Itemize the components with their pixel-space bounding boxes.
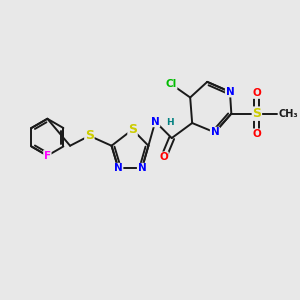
Text: N: N bbox=[114, 164, 123, 173]
Text: S: S bbox=[252, 107, 261, 120]
Text: O: O bbox=[159, 152, 168, 162]
Text: N: N bbox=[137, 164, 146, 173]
Text: S: S bbox=[128, 123, 137, 136]
Text: S: S bbox=[85, 129, 94, 142]
Text: O: O bbox=[253, 129, 261, 139]
Text: N: N bbox=[211, 128, 219, 137]
Text: CH₃: CH₃ bbox=[278, 109, 298, 119]
Text: Cl: Cl bbox=[166, 79, 177, 89]
Text: O: O bbox=[253, 88, 261, 98]
Text: F: F bbox=[44, 151, 51, 161]
Text: H: H bbox=[166, 118, 174, 127]
Text: N: N bbox=[226, 87, 234, 97]
Text: N: N bbox=[151, 117, 160, 127]
